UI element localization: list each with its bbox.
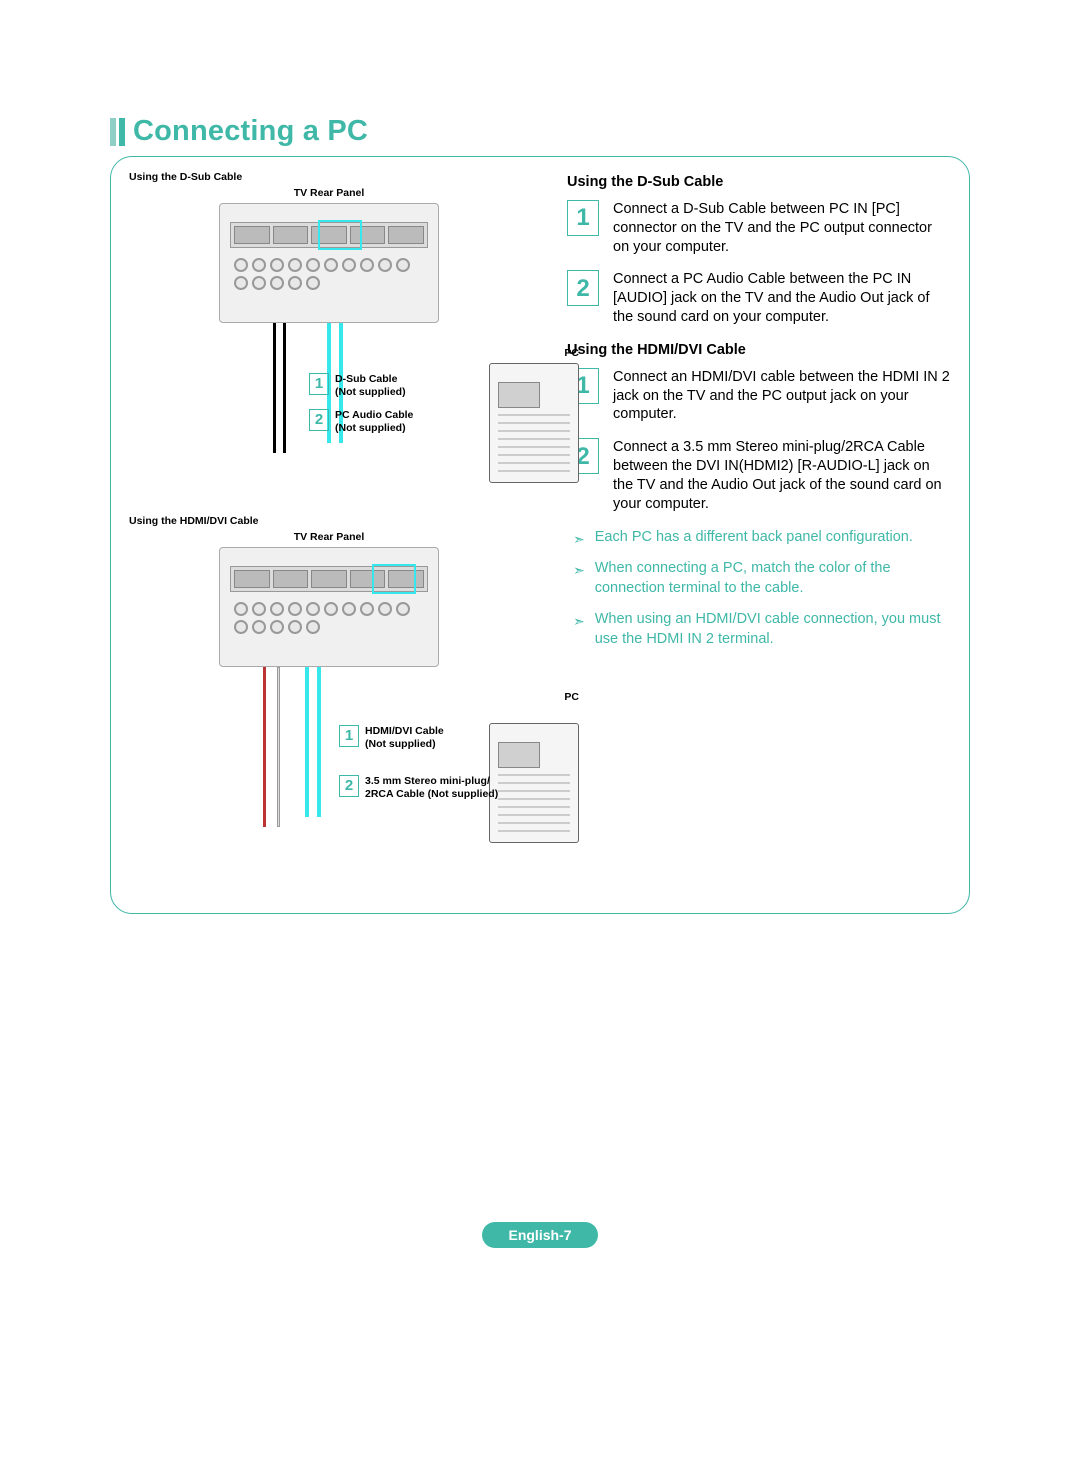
step-text-2-2: Connect a 3.5 mm Stereo mini-plug/2RCA C…: [613, 438, 951, 513]
step-1-2: 2 Connect a PC Audio Cable between the P…: [567, 270, 951, 327]
pc-label-1: PC: [564, 347, 579, 359]
diagram-column: Using the D-Sub Cable TV Rear Panel: [129, 171, 549, 889]
cable-callout-1-2: 2 PC Audio Cable (Not supplied): [309, 409, 413, 434]
cable-label-1-1: D-Sub Cable (Not supplied): [335, 373, 406, 398]
cable-badge-1-2: 2: [309, 409, 329, 431]
note-3-text: When using an HDMI/DVI cable connection,…: [595, 610, 951, 649]
step-num-1-1: 1: [567, 200, 599, 236]
note-1-text: Each PC has a different back panel confi…: [595, 528, 913, 548]
step-1-1: 1 Connect a D-Sub Cable between PC IN [P…: [567, 200, 951, 257]
cable-black-1a: [273, 323, 276, 453]
cable-label-2-1: HDMI/DVI Cable (Not supplied): [365, 725, 444, 750]
cable-callout-2-2: 2 3.5 mm Stereo mini-plug/ 2RCA Cable (N…: [339, 775, 498, 800]
step-text-2-1: Connect an HDMI/DVI cable between the HD…: [613, 368, 951, 425]
tv-rear-panel-hdmi: [219, 547, 439, 667]
diagram-dsub-panel-label: TV Rear Panel: [219, 187, 439, 199]
note-3: ➣ When using an HDMI/DVI cable connectio…: [573, 610, 951, 649]
title-bar-1: [110, 118, 116, 146]
step-2-1: 1 Connect an HDMI/DVI cable between the …: [567, 368, 951, 425]
footer-pill: English-7: [482, 1222, 597, 1248]
vga-highlight-dsub: [318, 220, 362, 250]
cable-area-dsub: PC 1 D-Sub Cable (Not supplied) 2 PC Aud…: [219, 323, 539, 493]
cable-callout-1-1: 1 D-Sub Cable (Not supplied): [309, 373, 406, 398]
cable-cyan-2a: [305, 667, 309, 817]
step-text-1-2: Connect a PC Audio Cable between the PC …: [613, 270, 951, 327]
diagram-hdmi-panel-label: TV Rear Panel: [219, 531, 439, 543]
page-title-row: Connecting a PC: [110, 115, 970, 148]
page-title: Connecting a PC: [133, 115, 368, 148]
title-bar-2: [119, 118, 125, 146]
diagram-hdmi-heading: Using the HDMI/DVI Cable: [129, 515, 549, 527]
note-marker-icon: ➣: [573, 530, 585, 550]
cable-area-hdmi: PC 1 HDMI/DVI Cable (Not supplied) 2 3.5…: [219, 667, 539, 867]
section1-header: Using the D-Sub Cable: [567, 173, 951, 192]
pc-box-1: [489, 363, 579, 483]
page-content: Connecting a PC Using the D-Sub Cable TV…: [110, 115, 970, 914]
jack-row-2: [234, 602, 424, 656]
diagram-hdmi: Using the HDMI/DVI Cable TV Rear Panel: [129, 515, 549, 867]
note-marker-icon: ➣: [573, 612, 585, 651]
hdmi-highlight: [372, 564, 416, 594]
cable-black-1b: [283, 323, 286, 453]
note-marker-icon: ➣: [573, 561, 585, 600]
tv-rear-panel-dsub: [219, 203, 439, 323]
note-1: ➣ Each PC has a different back panel con…: [573, 528, 951, 548]
step-num-1-2: 2: [567, 270, 599, 306]
cable-callout-2-1: 1 HDMI/DVI Cable (Not supplied): [339, 725, 444, 750]
pc-box-2: [489, 723, 579, 843]
cable-badge-1-1: 1: [309, 373, 329, 395]
cable-label-1-2: PC Audio Cable (Not supplied): [335, 409, 413, 434]
jack-row: [234, 258, 424, 312]
diagram-dsub: Using the D-Sub Cable TV Rear Panel: [129, 171, 549, 493]
step-text-1-1: Connect a D-Sub Cable between PC IN [PC]…: [613, 200, 951, 257]
title-accent-bars: [110, 118, 125, 146]
pc-label-2: PC: [564, 691, 579, 703]
cable-white: [277, 667, 280, 827]
note-2-text: When connecting a PC, match the color of…: [595, 559, 951, 598]
page-footer: English-7: [0, 1222, 1080, 1248]
cable-badge-2-2: 2: [339, 775, 359, 797]
section2-header: Using the HDMI/DVI Cable: [567, 341, 951, 360]
content-frame: Using the D-Sub Cable TV Rear Panel: [110, 156, 970, 914]
note-2: ➣ When connecting a PC, match the color …: [573, 559, 951, 598]
diagram-dsub-heading: Using the D-Sub Cable: [129, 171, 549, 183]
instructions-column: Using the D-Sub Cable 1 Connect a D-Sub …: [567, 171, 951, 889]
cable-red: [263, 667, 266, 827]
cable-badge-2-1: 1: [339, 725, 359, 747]
step-2-2: 2 Connect a 3.5 mm Stereo mini-plug/2RCA…: [567, 438, 951, 513]
cable-label-2-2: 3.5 mm Stereo mini-plug/ 2RCA Cable (Not…: [365, 775, 498, 800]
cable-cyan-2b: [317, 667, 321, 817]
